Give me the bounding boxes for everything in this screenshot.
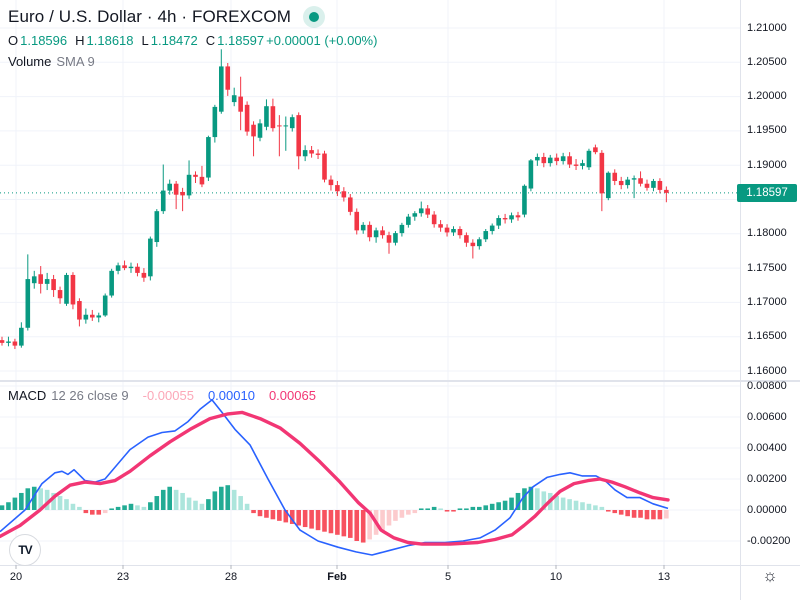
tradingview-logo[interactable]: TV xyxy=(9,534,41,566)
open-label: O xyxy=(8,33,19,48)
market-status-icon[interactable] xyxy=(303,6,326,28)
last-price-value: 1.18597 xyxy=(746,186,788,199)
time-tick-label: 28 xyxy=(224,571,238,583)
macd-legend[interactable]: MACD 12 26 close 9 -0.00055 0.00010 0.00… xyxy=(8,388,316,403)
price-tick-label: 1.16000 xyxy=(747,364,787,377)
volume-label: Volume xyxy=(8,54,52,69)
price-tick-label: 1.16500 xyxy=(747,330,787,343)
chart-legend: Euro / U.S. Dollar · 4h · FOREXCOM O 1.18… xyxy=(8,5,377,69)
ohlc-readout: O 1.18596 H 1.18618 L 1.18472 C 1.18597 +0.0… xyxy=(8,33,377,48)
time-tick-label: 13 xyxy=(657,571,671,583)
price-tick-label: 1.17000 xyxy=(747,295,787,308)
macd-tick-label: -0.00200 xyxy=(747,534,791,547)
time-tick-label: Feb xyxy=(327,571,347,583)
macd-params: 12 26 close 9 xyxy=(51,388,129,403)
high-label: H xyxy=(75,33,85,48)
price-tick-label: 1.19500 xyxy=(747,124,787,137)
high-value: 1.18618 xyxy=(86,33,134,48)
last-price-badge: 1.18597 xyxy=(737,183,797,202)
open-value: 1.18596 xyxy=(20,33,68,48)
price-tick-label: 1.20500 xyxy=(747,55,787,68)
price-tick-label: 1.21000 xyxy=(747,21,787,34)
macd-tick-label: 0.00400 xyxy=(747,441,787,454)
macd-tick-label: 0.00600 xyxy=(747,410,787,423)
macd-signal-value: 0.00065 xyxy=(268,388,316,403)
price-tick-label: 1.17500 xyxy=(747,261,787,274)
status-dot xyxy=(309,12,320,22)
low-value: 1.18472 xyxy=(150,33,198,48)
sun-icon[interactable]: ☼ xyxy=(762,566,778,585)
close-label: C xyxy=(205,33,216,48)
close-value: 1.18597 xyxy=(217,33,265,48)
change-value: +0.00001 (+0.00%) xyxy=(266,33,378,48)
price-axis[interactable]: 1.21000 1.20500 1.20000 1.19500 1.19000 1.185… xyxy=(740,0,800,565)
macd-line-value: 0.00010 xyxy=(207,388,255,403)
volume-legend[interactable]: Volume SMA 9 xyxy=(8,54,377,69)
price-tick-label: 1.18000 xyxy=(747,227,787,240)
macd-tick-label: 0.00800 xyxy=(747,379,787,392)
macd-hist-value: -0.00055 xyxy=(142,388,194,403)
macd-label: MACD xyxy=(8,388,47,403)
time-tick-label: 5 xyxy=(444,571,452,583)
price-tick-label: 1.20000 xyxy=(747,90,787,103)
symbol-title[interactable]: Euro / U.S. Dollar · 4h · FOREXCOM xyxy=(8,7,292,26)
time-tick-label: 23 xyxy=(116,571,130,583)
time-tick-label: 20 xyxy=(9,571,23,583)
macd-tick-label: 0.00000 xyxy=(747,503,787,516)
low-label: L xyxy=(141,33,149,48)
price-tick-label: 1.19000 xyxy=(747,158,787,171)
macd-tick-label: 0.00200 xyxy=(747,472,787,485)
volume-params: SMA 9 xyxy=(56,54,95,69)
time-axis[interactable]: 20 23 28 Feb 5 10 13 xyxy=(0,565,740,600)
time-tick-label: 10 xyxy=(549,571,563,583)
